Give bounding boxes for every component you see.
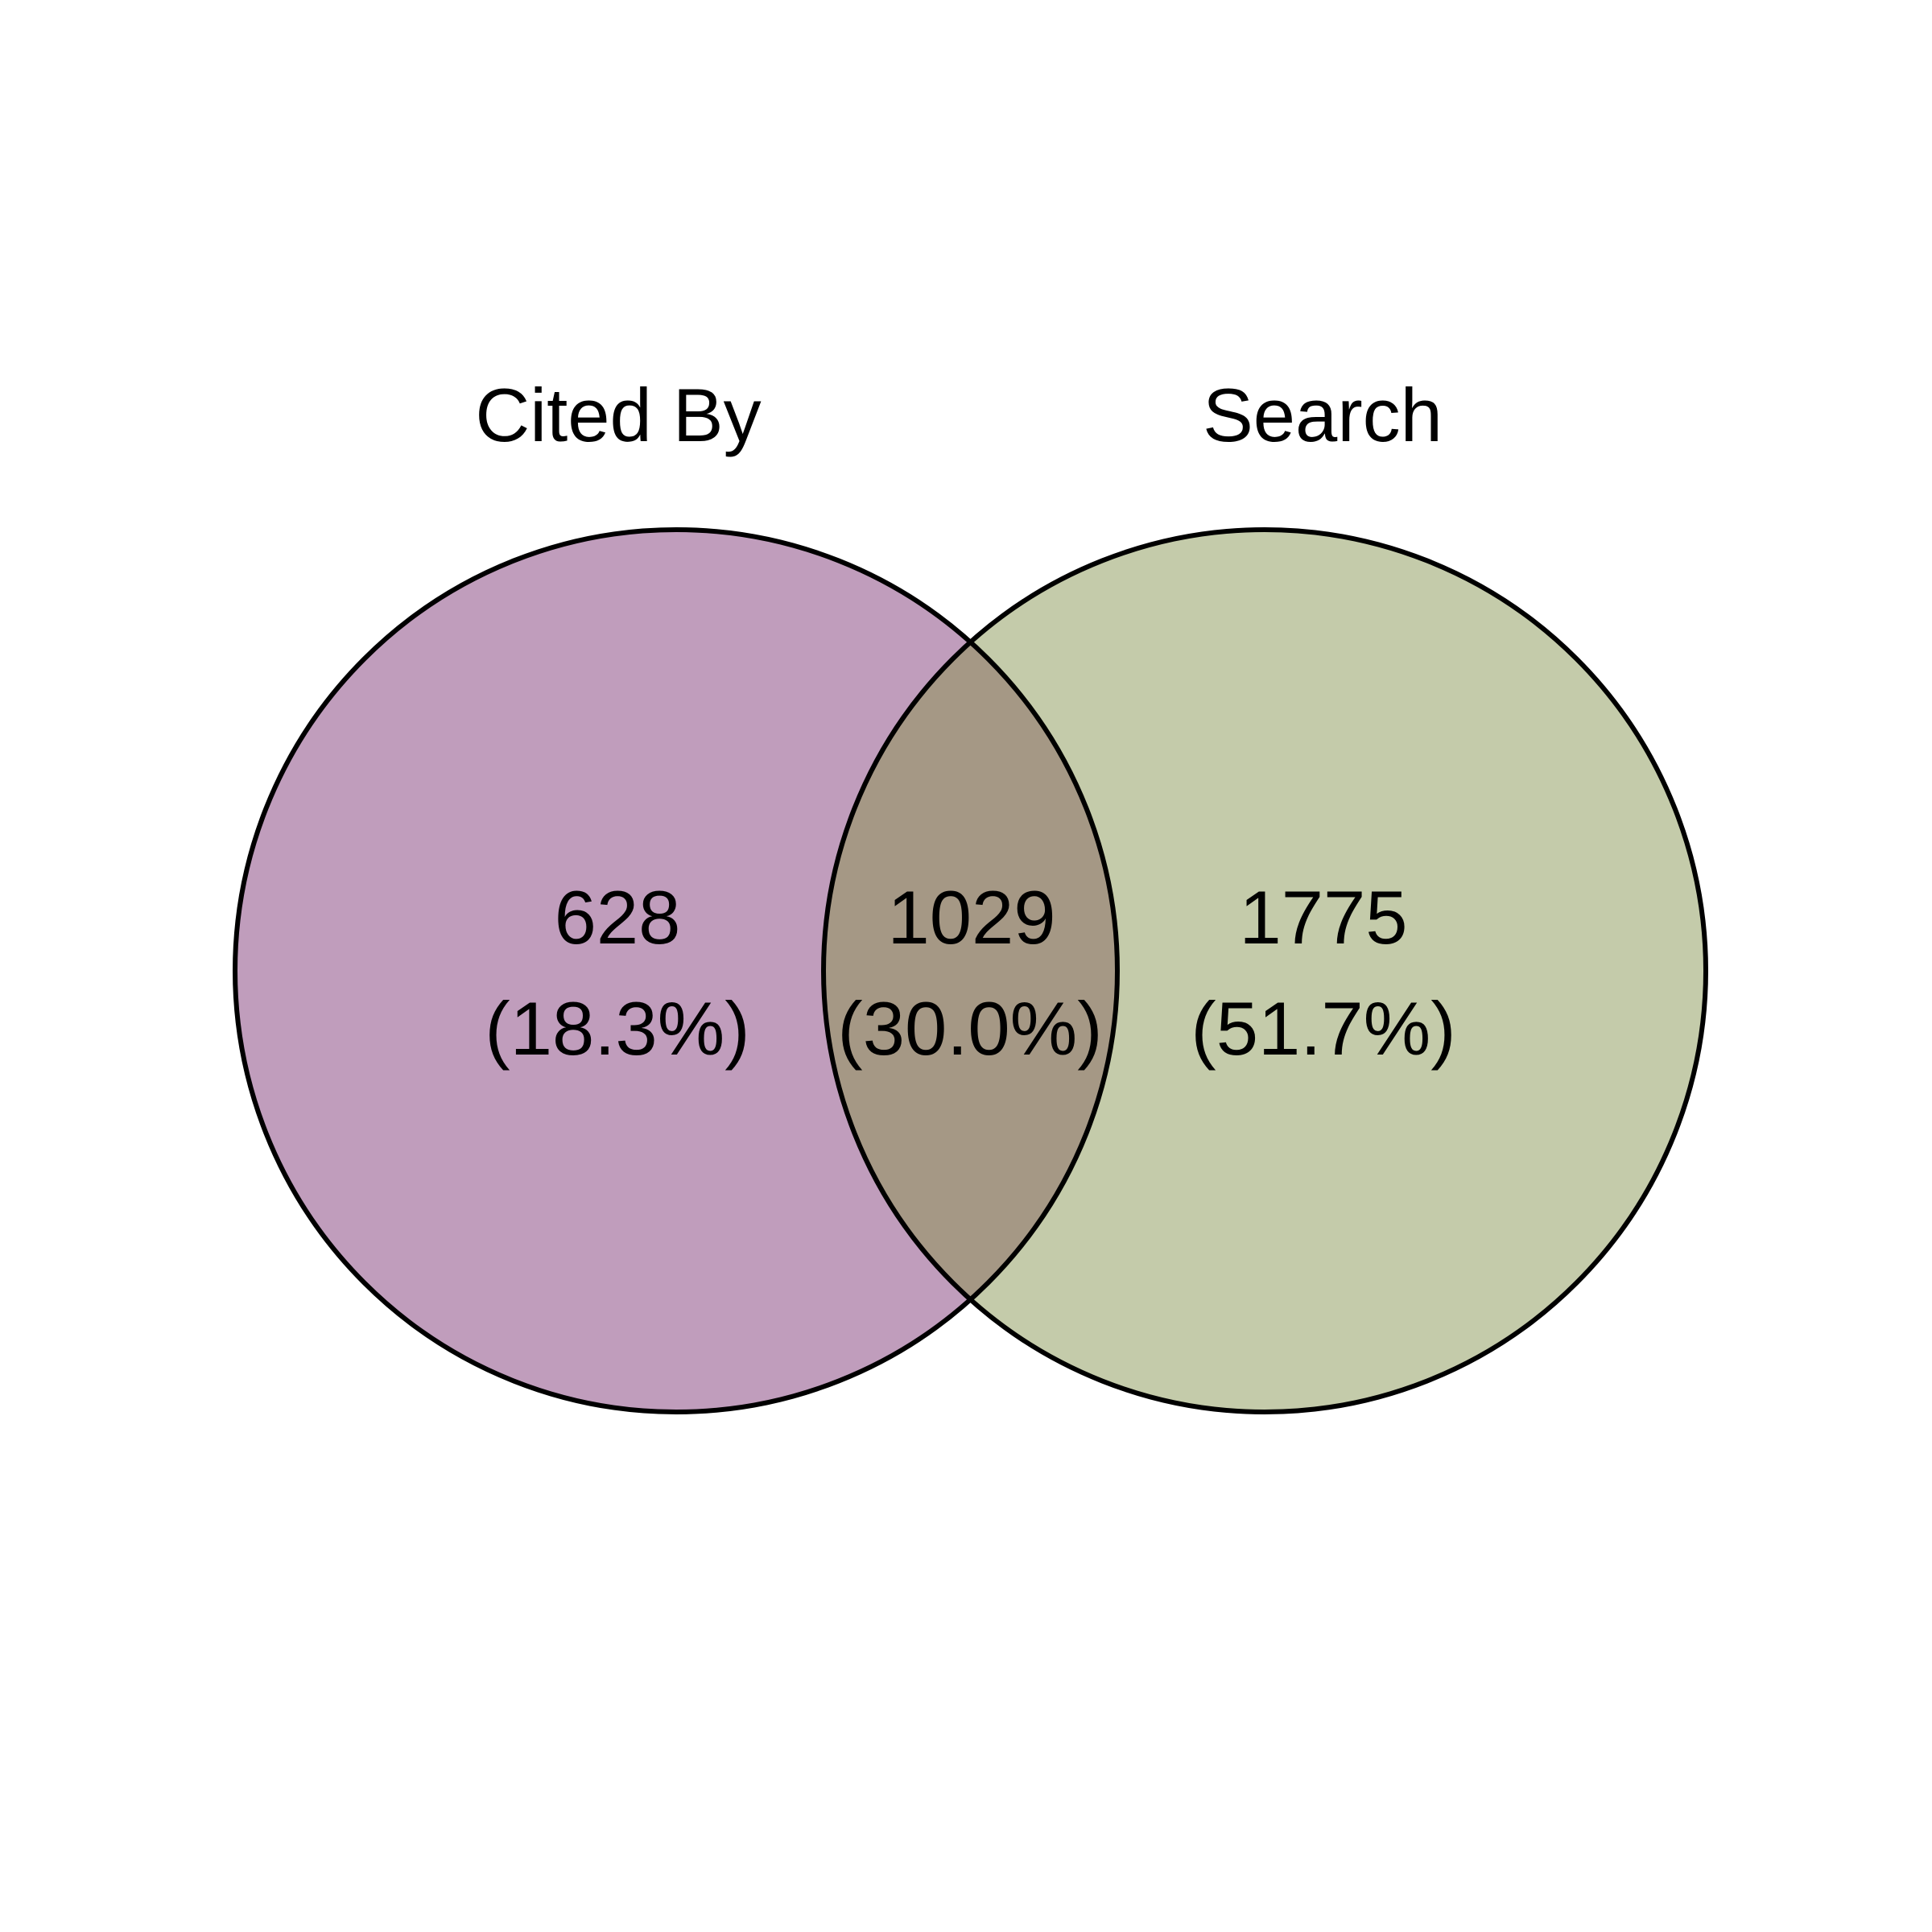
set-label-search: Search: [1203, 373, 1443, 457]
region-percent-both: (30.0%): [837, 986, 1102, 1071]
region-percent-search-only: (51.7%): [1191, 986, 1455, 1071]
set-label-cited-by: Cited By: [475, 373, 761, 457]
region-count-both: 1029: [887, 875, 1055, 960]
set-outline-search: [821, 527, 1708, 1414]
region-count-search-only: 1775: [1239, 875, 1407, 960]
intersection-region: [824, 530, 1117, 1412]
region-percent-cited-only: (18.3%): [485, 986, 749, 1071]
set-outline-cited-by: [233, 527, 1120, 1414]
region-count-cited-only: 628: [555, 875, 681, 960]
